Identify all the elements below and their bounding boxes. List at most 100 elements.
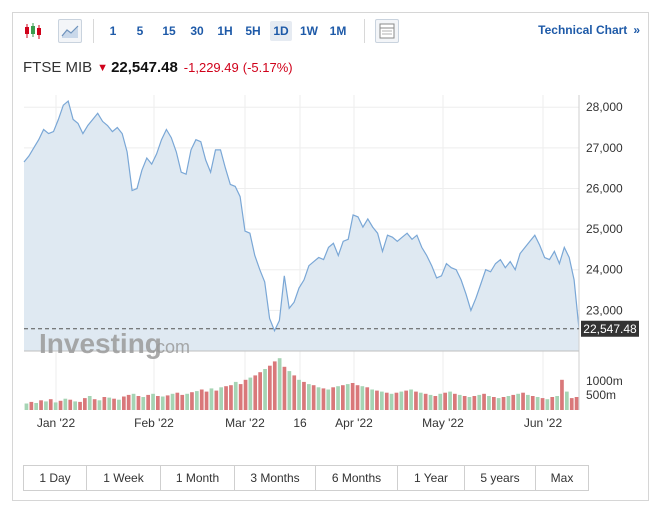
interval-5[interactable]: 5 (136, 24, 144, 38)
volume-bar-up (24, 403, 29, 410)
volume-bar-down (48, 399, 53, 410)
x-tick-label: Apr '22 (335, 416, 373, 430)
price-chart[interactable]: Investing.com 22,547.48 28,000 27,000 26,000… (13, 13, 650, 453)
price-line (23, 100, 580, 333)
volume-bar-down (433, 396, 438, 410)
volume-bar-down (472, 396, 477, 410)
volume-bar-down (29, 401, 34, 410)
interval-5h[interactable]: 5H (245, 24, 261, 38)
volume-bar-up (233, 381, 238, 410)
volume-bar-up (34, 403, 38, 410)
volume-bar-up (248, 377, 253, 410)
y-tick-label: 24,000 (586, 263, 623, 277)
volume-bar-down (292, 375, 297, 410)
price-area (24, 101, 579, 351)
volume-bar-up (141, 397, 146, 410)
volume-bar-up (170, 393, 175, 410)
volume-bar-up (535, 397, 540, 410)
interval-1m[interactable]: 1M (329, 24, 347, 38)
area-chart-icon[interactable] (58, 19, 82, 43)
volume-bar-up (117, 399, 121, 410)
volume-bar-up (160, 396, 165, 410)
range-6-months[interactable]: 6 Months (316, 466, 398, 490)
volume-bar-down (560, 379, 564, 410)
toolbar-divider (93, 19, 94, 43)
volume-bar-up (44, 401, 48, 410)
volume-bar-down (68, 399, 73, 410)
volume-bar-down (384, 392, 389, 410)
volume-bar-up (526, 394, 530, 410)
table-view-icon[interactable] (375, 19, 399, 43)
volume-bar-down (122, 396, 126, 410)
volume-bar-down (102, 397, 107, 410)
volume-bar-up (307, 384, 311, 410)
interval-15[interactable]: 15 (162, 24, 176, 38)
volume-bar-up (336, 386, 340, 410)
volume-bar-down (214, 390, 219, 410)
interval-1h[interactable]: 1H (217, 24, 233, 38)
volume-bar-down (78, 401, 82, 410)
range-5-years[interactable]: 5 years (465, 466, 536, 490)
volume-bar-down (204, 391, 209, 410)
volume-bar-up (399, 391, 404, 410)
volume-bar-up (297, 379, 301, 410)
volume-bar-down (199, 389, 204, 410)
range-max[interactable]: Max (550, 471, 574, 485)
range-1-year[interactable]: 1 Year (398, 466, 465, 490)
interval-1d[interactable]: 1D (270, 21, 292, 41)
x-tick-label: Jan '22 (37, 416, 76, 430)
volume-bar-up (448, 391, 452, 410)
volume-bar-down (126, 394, 131, 410)
range-1-month[interactable]: 1 Month (161, 466, 235, 490)
volume-bar-down (404, 390, 408, 410)
volume-bar-up (107, 397, 112, 410)
interval-1[interactable]: 1 (109, 24, 117, 38)
volume-bar-down (394, 392, 399, 410)
technical-chart-link[interactable]: Technical Chart » (532, 23, 640, 37)
volume-bar-up (209, 388, 214, 410)
technical-chart-label: Technical Chart (538, 23, 628, 37)
volume-bar-down (58, 400, 63, 410)
range-1-week[interactable]: 1 Week (87, 466, 161, 490)
double-chevron-right-icon: » (633, 23, 640, 37)
volume-bar-down (331, 387, 335, 410)
volume-bar-up (496, 398, 501, 410)
volume-bar-down (375, 390, 379, 410)
x-tick-label: May '22 (422, 416, 464, 430)
volume-bar-down (146, 394, 150, 410)
volume-bar-up (487, 396, 491, 410)
volume-bar-down (414, 391, 418, 410)
x-tick-label: Mar '22 (225, 416, 265, 430)
volume-bar-up (326, 389, 331, 410)
volume-bar-up (418, 392, 423, 410)
volume-bar-down (83, 398, 87, 410)
volume-bar-up (287, 371, 292, 410)
instrument-name: FTSE MIB (23, 59, 93, 76)
volume-bar-up (277, 358, 282, 410)
range-1-day[interactable]: 1 Day (24, 466, 87, 490)
candlestick-icon[interactable] (21, 19, 45, 43)
interval-30[interactable]: 30 (190, 24, 204, 38)
volume-bar-down (443, 392, 447, 410)
last-price-badge (581, 320, 639, 337)
volume-bar-up (195, 391, 199, 410)
volume-bar-up (370, 389, 374, 410)
x-tick-label: Jun '22 (524, 416, 563, 430)
volume-bar-down (39, 400, 43, 410)
volume-bar-up (506, 396, 511, 410)
interval-1w[interactable]: 1W (300, 24, 318, 38)
volume-bar-down (175, 392, 180, 410)
investing-watermark-logo: Investing (39, 328, 162, 359)
quote-header: FTSE MIB ▼ 22,547.48 -1,229.49 (-5.17%) (23, 59, 293, 76)
y-tick-label: 26,000 (586, 181, 623, 195)
volume-bar-down (311, 385, 316, 410)
volume-bar-up (516, 393, 520, 410)
volume-bar-up (360, 386, 365, 410)
volume-bar-down (243, 379, 248, 410)
volume-bar-down (229, 385, 233, 410)
volume-bar-down (462, 396, 467, 410)
investing-watermark-suffix: .com (151, 337, 190, 357)
range-3-months[interactable]: 3 Months (235, 466, 316, 490)
volume-bar-down (180, 394, 185, 410)
volume-bar-down (272, 361, 277, 410)
